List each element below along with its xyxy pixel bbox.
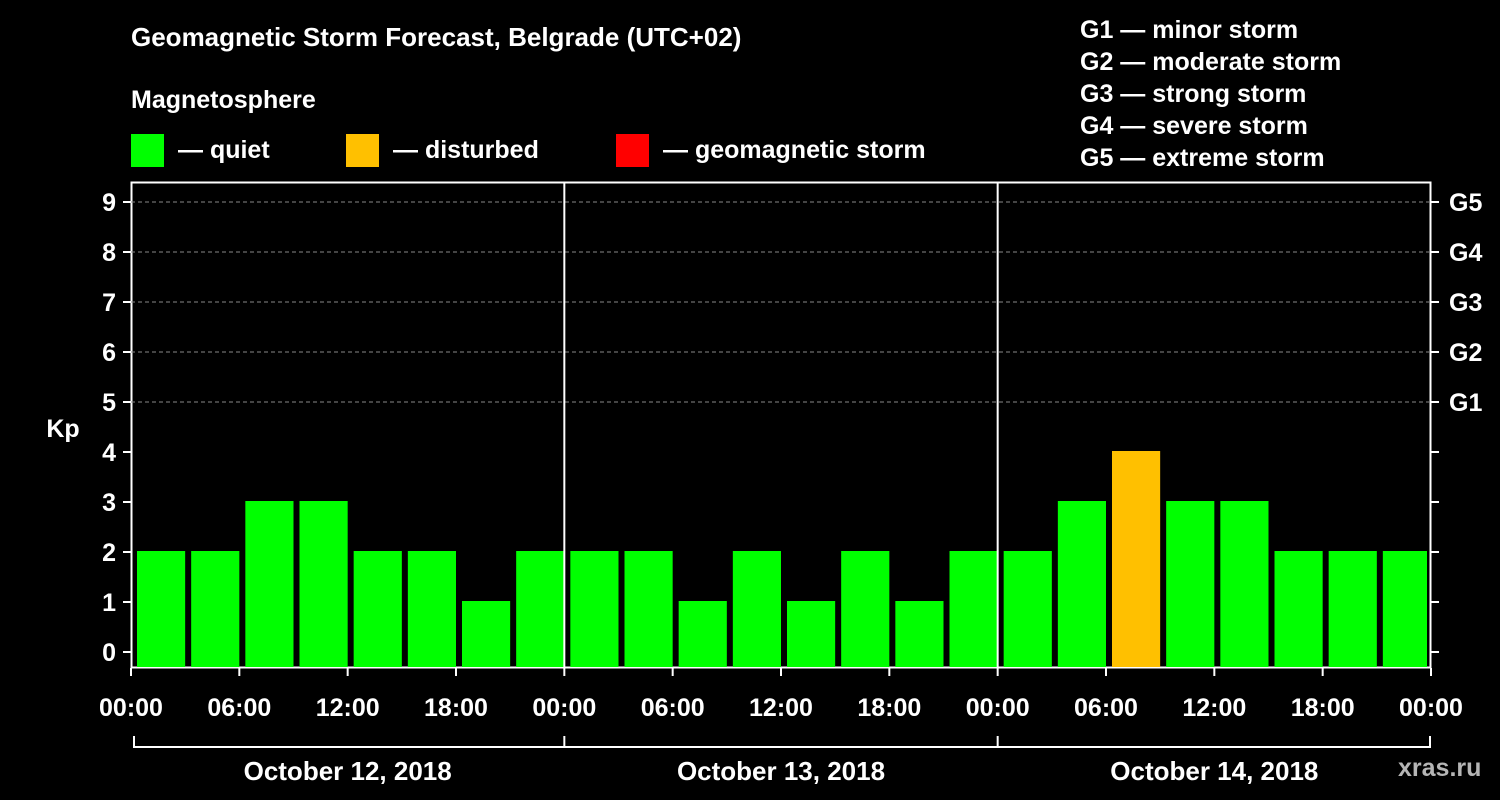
kp-bar: [407, 551, 456, 667]
kp-bar: [678, 601, 727, 667]
legend-swatch-quiet: [131, 133, 164, 167]
day-label: October 12, 2018: [244, 756, 452, 786]
y-tick-label: 4: [102, 439, 116, 467]
storm-scale-g5: G5 — extreme storm: [1080, 144, 1325, 172]
legend-label-quiet: — quiet: [178, 135, 270, 164]
storm-scale-g2: G2 — moderate storm: [1080, 48, 1342, 76]
kp-bar: [191, 551, 240, 667]
x-tick-label: 00:00: [99, 694, 163, 722]
day-label: October 14, 2018: [1110, 756, 1318, 786]
kp-bar: [462, 601, 511, 667]
x-tick-label: 18:00: [424, 694, 488, 722]
kp-bar: [949, 551, 998, 667]
x-tick-label: 12:00: [1182, 694, 1246, 722]
kp-bar: [895, 601, 944, 667]
y-tick-label: 1: [102, 589, 116, 617]
x-tick-label: 06:00: [1074, 694, 1138, 722]
y-axis-label: Kp: [46, 415, 79, 443]
kp-bar: [245, 501, 294, 667]
kp-bar: [1328, 551, 1377, 667]
kp-bar: [137, 551, 186, 667]
storm-scale-g3: G3 — strong storm: [1080, 80, 1307, 108]
storm-level-label-g4: G4: [1449, 239, 1482, 267]
kp-bar: [1220, 501, 1269, 667]
kp-bar: [570, 551, 619, 667]
x-tick-label: 00:00: [532, 694, 596, 722]
kp-bar: [732, 551, 781, 667]
legend-item-disturbed: — disturbed: [346, 133, 539, 167]
x-tick-label: 06:00: [207, 694, 271, 722]
y-tick-label: 9: [102, 189, 116, 217]
x-tick-label: 06:00: [641, 694, 705, 722]
kp-bar: [1382, 551, 1427, 667]
y-tick-label: 6: [102, 339, 116, 367]
storm-scale-g1: G1 — minor storm: [1080, 16, 1299, 44]
chart-title: Geomagnetic Storm Forecast, Belgrade (UT…: [131, 22, 742, 52]
x-tick-label: 00:00: [966, 694, 1030, 722]
storm-level-label-g1: G1: [1449, 389, 1482, 417]
day-label: October 13, 2018: [677, 756, 885, 786]
kp-bar: [1057, 501, 1106, 667]
kp-bar: [624, 551, 673, 667]
watermark: xras.ru: [1398, 754, 1482, 782]
y-tick-label: 7: [102, 289, 116, 317]
kp-bar: [353, 551, 402, 667]
legend-swatch-storm: [616, 133, 649, 167]
x-tick-label: 18:00: [1291, 694, 1355, 722]
kp-bar: [1166, 501, 1215, 667]
legend-label-storm: — geomagnetic storm: [663, 135, 926, 164]
kp-bar: [1003, 551, 1052, 667]
plot-frame: [130, 181, 1432, 669]
x-tick-label: 12:00: [316, 694, 380, 722]
storm-level-label-g2: G2: [1449, 339, 1482, 367]
kp-bar: [841, 551, 890, 667]
y-tick-label: 3: [102, 489, 116, 517]
kp-bar: [787, 601, 836, 667]
storm-level-label-g3: G3: [1449, 289, 1482, 317]
magnetosphere-heading: Magnetosphere: [131, 86, 316, 114]
kp-bar: [1112, 451, 1161, 667]
x-tick-label: 18:00: [857, 694, 921, 722]
storm-scale-legend: G1 — minor storm G2 — moderate storm G3 …: [1080, 14, 1341, 174]
kp-bar: [516, 551, 565, 667]
legend-swatch-disturbed: [346, 133, 379, 167]
y-tick-label: 0: [102, 639, 116, 667]
storm-scale-g4: G4 — severe storm: [1080, 112, 1308, 140]
legend-item-quiet: — quiet: [131, 133, 270, 167]
kp-bar: [1274, 551, 1323, 667]
y-tick-label: 2: [102, 539, 116, 567]
y-tick-label: 5: [102, 389, 116, 417]
legend-item-storm: — geomagnetic storm: [616, 133, 926, 167]
storm-level-label-g5: G5: [1449, 189, 1482, 217]
x-tick-label: 00:00: [1399, 694, 1463, 722]
x-tick-label: 12:00: [749, 694, 813, 722]
y-tick-label: 8: [102, 239, 116, 267]
legend-label-disturbed: — disturbed: [393, 135, 539, 164]
kp-bar: [299, 501, 348, 667]
